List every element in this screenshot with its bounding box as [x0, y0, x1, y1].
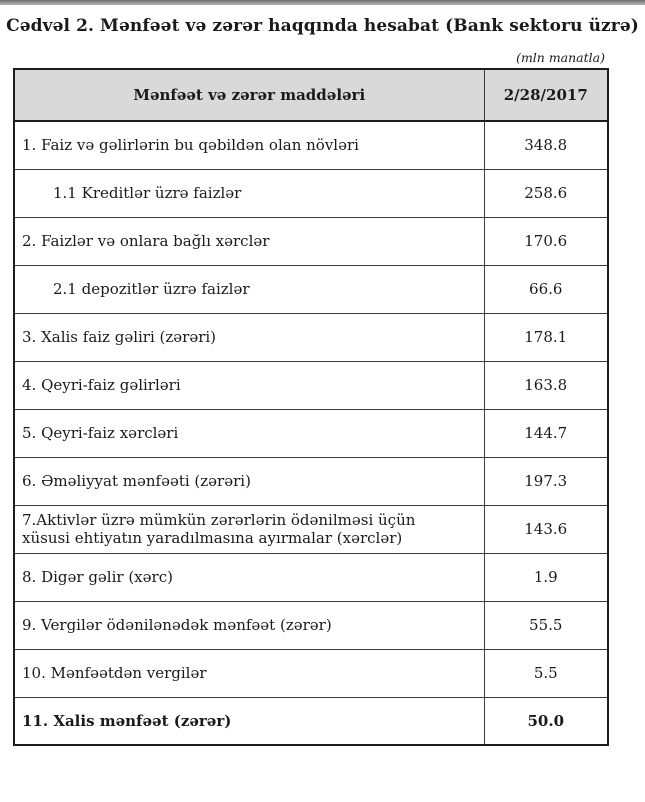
row-value: 1.9	[483, 552, 609, 602]
row-label: 2. Faizlər və onlara bağlı xərclər	[13, 216, 485, 266]
row-value: 163.8	[483, 360, 609, 410]
column-header-items: Mənfəət və zərər maddələri	[13, 68, 485, 122]
unit-note: (mln manatla)	[516, 50, 605, 65]
row-label: 7.Aktivlər üzrə mümkün zərərlərin ödənil…	[13, 504, 485, 554]
row-label: 5. Qeyri-faiz xərcləri	[13, 408, 485, 458]
row-value: 178.1	[483, 312, 609, 362]
window-edge-bar	[0, 0, 645, 5]
row-value: 170.6	[483, 216, 609, 266]
table-row: 8. Digər gəlir (xərc) 1.9	[13, 552, 609, 602]
table-row: 2. Faizlər və onlara bağlı xərclər 170.6	[13, 216, 609, 266]
row-label: 3. Xalis faiz gəliri (zərəri)	[13, 312, 485, 362]
row-value: 348.8	[483, 120, 609, 170]
row-value: 5.5	[483, 648, 609, 698]
table-row: 5. Qeyri-faiz xərcləri 144.7	[13, 408, 609, 458]
table-row: 2.1 depozitlər üzrə faizlər 66.6	[13, 264, 609, 314]
table-row: 4. Qeyri-faiz gəlirləri 163.8	[13, 360, 609, 410]
table-row: 7.Aktivlər üzrə mümkün zərərlərin ödənil…	[13, 504, 609, 554]
header-row: Mənfəət və zərər maddələri 2/28/2017	[13, 68, 609, 122]
table-row: 3. Xalis faiz gəliri (zərəri) 178.1	[13, 312, 609, 362]
row-value: 258.6	[483, 168, 609, 218]
row-value: 55.5	[483, 600, 609, 650]
table-row: 10. Mənfəətdən vergilər 5.5	[13, 648, 609, 698]
table-header: Mənfəət və zərər maddələri 2/28/2017	[13, 68, 609, 122]
row-label: 1. Faiz və gəlirlərin bu qəbildən olan n…	[13, 120, 485, 170]
row-label: 11. Xalis mənfəət (zərər)	[13, 696, 485, 746]
profit-loss-table: Mənfəət və zərər maddələri 2/28/2017 1. …	[13, 68, 609, 746]
row-value: 66.6	[483, 264, 609, 314]
table-row: 6. Əməliyyat mənfəəti (zərəri) 197.3	[13, 456, 609, 506]
row-value: 143.6	[483, 504, 609, 554]
table-row: 11. Xalis mənfəət (zərər) 50.0	[13, 696, 609, 746]
row-label: 6. Əməliyyat mənfəəti (zərəri)	[13, 456, 485, 506]
table-row: 1.1 Kreditlər üzrə faizlər 258.6	[13, 168, 609, 218]
table-row: 1. Faiz və gəlirlərin bu qəbildən olan n…	[13, 120, 609, 170]
row-label: 9. Vergilər ödənilənədək mənfəət (zərər)	[13, 600, 485, 650]
row-label: 2.1 depozitlər üzrə faizlər	[13, 264, 485, 314]
table-row: 9. Vergilər ödənilənədək mənfəət (zərər)…	[13, 600, 609, 650]
row-value: 50.0	[483, 696, 609, 746]
row-label: 1.1 Kreditlər üzrə faizlər	[13, 168, 485, 218]
column-header-date: 2/28/2017	[483, 68, 609, 122]
row-label: 10. Mənfəətdən vergilər	[13, 648, 485, 698]
row-value: 144.7	[483, 408, 609, 458]
row-value: 197.3	[483, 456, 609, 506]
table-body: 1. Faiz və gəlirlərin bu qəbildən olan n…	[13, 120, 609, 746]
page-title: Cədvəl 2. Mənfəət və zərər haqqında hesa…	[6, 16, 639, 36]
row-label: 8. Digər gəlir (xərc)	[13, 552, 485, 602]
row-label: 4. Qeyri-faiz gəlirləri	[13, 360, 485, 410]
